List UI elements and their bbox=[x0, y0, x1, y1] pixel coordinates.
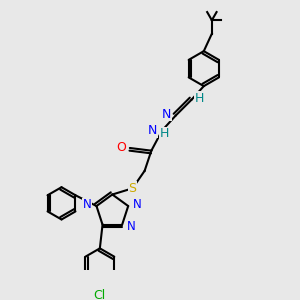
Text: N: N bbox=[133, 198, 142, 211]
Text: N: N bbox=[162, 108, 172, 121]
Text: Cl: Cl bbox=[94, 289, 106, 300]
Text: O: O bbox=[117, 142, 127, 154]
Text: N: N bbox=[83, 198, 92, 211]
Text: H: H bbox=[194, 92, 204, 105]
Text: N: N bbox=[127, 220, 136, 232]
Text: H: H bbox=[160, 127, 169, 140]
Text: N: N bbox=[148, 124, 158, 137]
Text: S: S bbox=[128, 182, 136, 195]
